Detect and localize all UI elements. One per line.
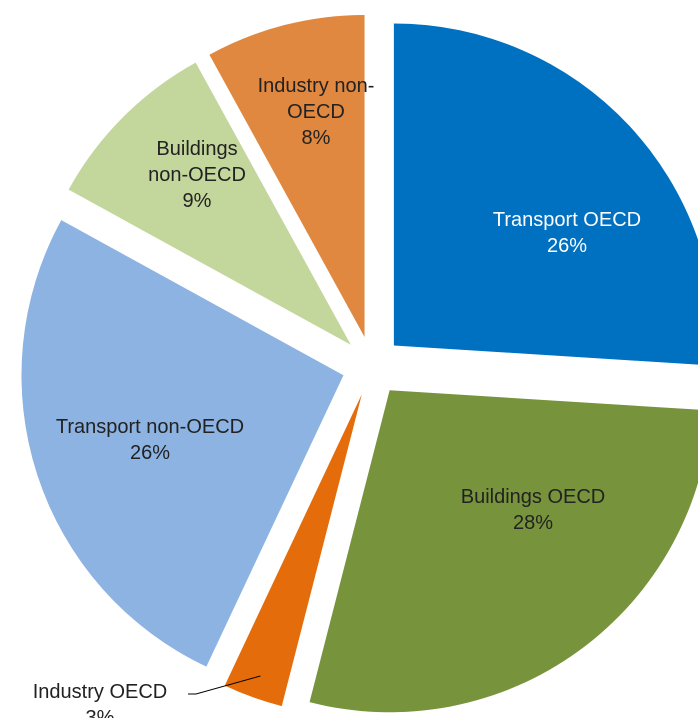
data-label: Transport OECD 26% [467,207,667,259]
data-label: Industry non-OECD 8% [246,73,386,151]
pie-slice [224,394,362,707]
pie-slice [393,23,698,365]
pie-slice [68,62,351,345]
data-label: Industry OECD 3% [0,679,200,718]
category-label: Industry OECD [32,681,168,703]
category-label: Buildings non-OECD [148,138,246,186]
value-label: 9% [182,190,212,212]
value-label: 28% [512,512,554,534]
value-label: 8% [301,127,331,149]
data-label: Buildings OECD 28% [433,484,633,536]
value-label: 3% [85,707,115,718]
value-label: 26% [546,235,588,257]
category-label: Transport OECD [492,209,642,231]
value-label: 26% [129,442,171,464]
category-label: Buildings OECD [460,486,606,508]
pie-slice [209,14,365,337]
data-label: Transport non-OECD 26% [50,414,250,466]
category-label: Industry non-OECD [257,75,375,123]
data-label: Buildings non-OECD 9% [142,136,252,214]
leader-line [188,675,261,695]
pie-slice [309,390,698,713]
pie-slice [21,220,344,667]
category-label: Transport non-OECD [55,416,245,438]
